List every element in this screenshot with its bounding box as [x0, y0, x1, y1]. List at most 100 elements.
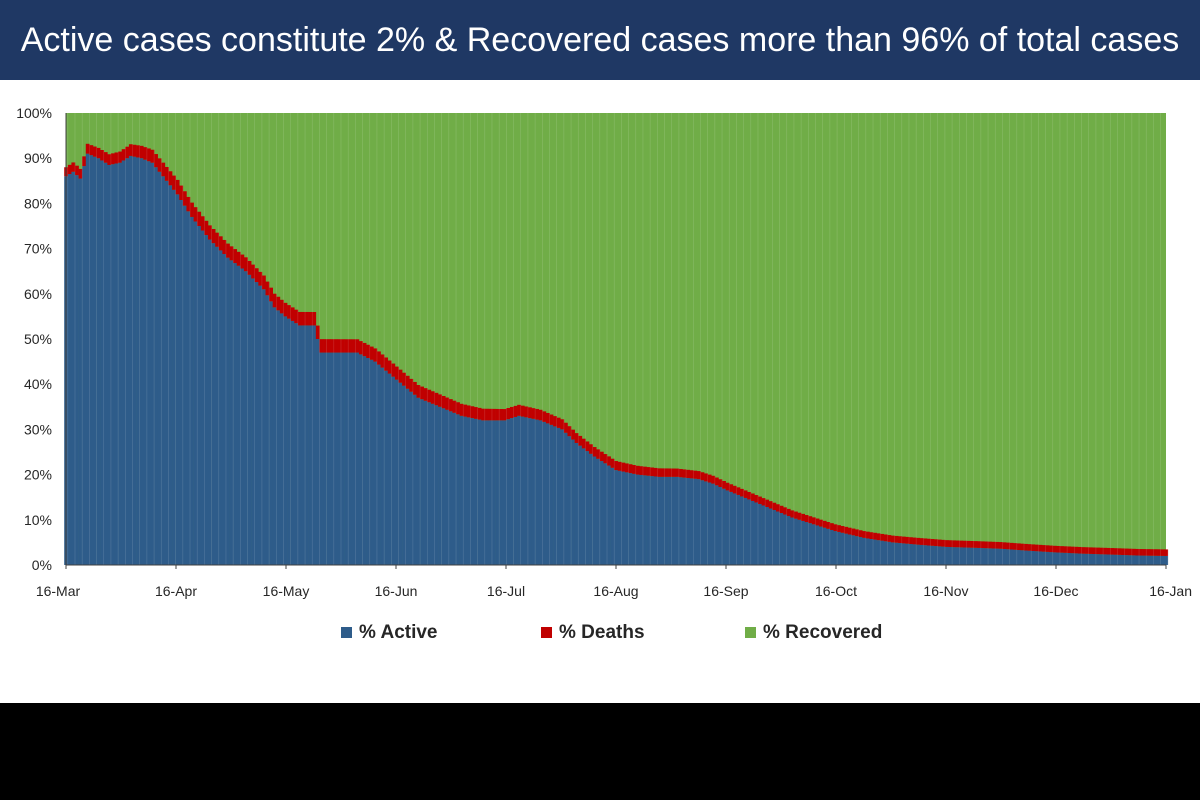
deaths-bar: [434, 392, 439, 406]
active-bar: [980, 548, 985, 565]
active-bar: [1056, 552, 1061, 565]
active-bar: [851, 535, 856, 565]
deaths-bar: [876, 533, 881, 541]
active-bar: [876, 540, 881, 565]
active-bar: [1095, 554, 1100, 565]
deaths-bar: [589, 444, 593, 454]
active-bar: [222, 254, 227, 566]
deaths-bar: [1117, 548, 1122, 555]
deaths-bar: [535, 408, 540, 420]
deaths-bar: [247, 260, 252, 275]
deaths-bar: [847, 527, 852, 535]
active-bar: [621, 471, 626, 565]
active-bar: [348, 352, 353, 565]
deaths-bar: [121, 149, 126, 161]
active-bar: [998, 548, 1003, 565]
active-bar: [229, 260, 234, 565]
active-bar: [315, 339, 320, 565]
deaths-bar: [394, 366, 399, 380]
deaths-bar: [517, 404, 522, 416]
active-bar: [725, 490, 730, 565]
deaths-bar: [1131, 548, 1136, 556]
deaths-bar: [398, 369, 403, 383]
active-bar: [567, 436, 572, 565]
deaths-bar: [179, 185, 184, 201]
active-bar: [161, 176, 166, 565]
deaths-bar: [962, 540, 967, 548]
active-bar: [1088, 553, 1093, 565]
legend-swatch-2: [541, 627, 552, 638]
deaths-bar: [1031, 544, 1036, 551]
y-tick-label: 90%: [24, 150, 52, 166]
deaths-bar: [1121, 548, 1125, 555]
y-tick-label: 0%: [32, 557, 52, 573]
deaths-bar: [671, 468, 676, 477]
active-bar: [704, 481, 708, 565]
active-bar: [1160, 555, 1165, 565]
deaths-bar: [891, 535, 895, 543]
deaths-bar: [973, 541, 978, 548]
y-tick-label: 10%: [24, 512, 52, 528]
active-bar: [452, 412, 457, 565]
active-bar: [1092, 554, 1097, 565]
deaths-bar: [901, 536, 906, 544]
active-bar: [107, 164, 112, 565]
active-bar: [265, 295, 270, 565]
active-bar: [89, 155, 94, 565]
deaths-bar: [132, 144, 137, 157]
deaths-bar: [89, 145, 94, 156]
deaths-bar: [624, 463, 629, 473]
deaths-bar: [603, 454, 608, 464]
active-bar: [740, 496, 744, 565]
active-bar: [1034, 551, 1039, 565]
active-bar: [279, 313, 284, 565]
deaths-bar: [783, 507, 788, 515]
active-bar: [970, 547, 974, 565]
active-bar: [143, 159, 148, 565]
deaths-bar: [790, 510, 795, 518]
legend-label-3: % Recovered: [763, 622, 882, 643]
deaths-bar: [1056, 545, 1061, 553]
x-tick-label: 16-May: [263, 583, 310, 599]
deaths-bar: [438, 394, 442, 407]
active-bar: [470, 418, 475, 565]
deaths-bar: [441, 395, 446, 409]
deaths-bar: [898, 536, 903, 544]
active-bar: [977, 547, 982, 565]
active-bar: [1128, 555, 1133, 565]
active-bar: [499, 420, 504, 565]
active-bar: [474, 418, 478, 565]
deaths-bar: [1160, 549, 1165, 556]
deaths-bar: [82, 156, 87, 167]
active-bar: [891, 542, 895, 565]
deaths-bar: [700, 472, 705, 481]
active-bar: [495, 420, 500, 565]
active-bar: [412, 394, 417, 565]
deaths-bar: [96, 147, 101, 159]
active-bar: [944, 546, 949, 565]
active-bar: [1031, 550, 1036, 565]
deaths-bar: [128, 144, 133, 156]
deaths-bar: [722, 480, 726, 489]
active-bar: [509, 418, 514, 565]
active-bar: [355, 352, 360, 565]
active-bar: [1110, 554, 1115, 565]
active-bar: [599, 461, 604, 565]
active-bar: [312, 325, 317, 565]
active-bar: [85, 153, 90, 565]
active-bar: [592, 456, 597, 565]
y-tick-label: 60%: [24, 286, 52, 302]
deaths-bar: [373, 348, 378, 362]
active-bar: [491, 420, 496, 565]
active-bar: [1081, 553, 1086, 565]
active-bar: [154, 167, 158, 565]
deaths-bar: [1041, 545, 1046, 552]
active-bar: [718, 487, 723, 565]
active-bar: [481, 420, 486, 565]
deaths-bar: [581, 438, 586, 449]
active-bar: [132, 156, 137, 565]
deaths-bar: [873, 532, 877, 540]
deaths-bar: [635, 465, 640, 475]
deaths-bar: [869, 532, 874, 540]
active-bar: [456, 414, 460, 565]
